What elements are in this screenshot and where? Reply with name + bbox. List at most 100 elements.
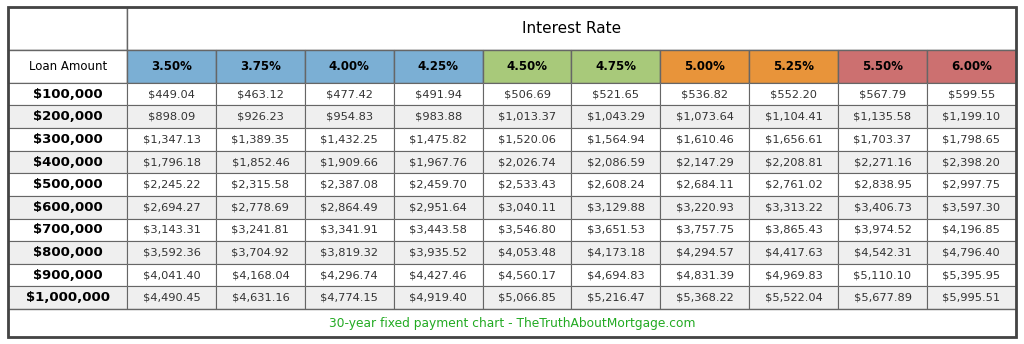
- Text: 30-year fixed payment chart - TheTruthAboutMortgage.com: 30-year fixed payment chart - TheTruthAb…: [329, 316, 695, 330]
- Bar: [127, 50, 216, 83]
- Bar: [393, 264, 482, 287]
- Bar: [8, 173, 127, 196]
- Text: $4,831.39: $4,831.39: [676, 270, 734, 280]
- Bar: [216, 106, 305, 128]
- Text: 5.50%: 5.50%: [862, 60, 903, 73]
- Text: $100,000: $100,000: [33, 88, 102, 101]
- Text: $600,000: $600,000: [33, 201, 102, 214]
- Bar: [127, 264, 216, 287]
- Bar: [660, 264, 750, 287]
- Bar: [838, 106, 927, 128]
- Text: $1,073.64: $1,073.64: [676, 112, 733, 122]
- Bar: [393, 173, 482, 196]
- Bar: [660, 218, 750, 241]
- Bar: [927, 106, 1016, 128]
- Bar: [927, 173, 1016, 196]
- Bar: [127, 50, 216, 83]
- Text: $2,086.59: $2,086.59: [587, 157, 645, 167]
- Text: $800,000: $800,000: [33, 246, 102, 259]
- Text: $463.12: $463.12: [237, 89, 284, 99]
- Bar: [8, 83, 127, 106]
- Bar: [838, 196, 927, 218]
- Bar: [127, 241, 216, 264]
- Bar: [216, 287, 305, 309]
- Bar: [8, 264, 127, 287]
- Bar: [8, 309, 1016, 337]
- Bar: [8, 241, 127, 264]
- Text: 4.00%: 4.00%: [329, 60, 370, 73]
- Bar: [482, 173, 571, 196]
- Text: $700,000: $700,000: [33, 223, 102, 236]
- Text: $5,216.47: $5,216.47: [587, 293, 645, 303]
- Bar: [393, 241, 482, 264]
- Text: $1,798.65: $1,798.65: [942, 135, 1000, 144]
- Bar: [305, 264, 393, 287]
- Text: $1,013.37: $1,013.37: [498, 112, 556, 122]
- Text: $2,245.22: $2,245.22: [142, 180, 201, 190]
- Bar: [305, 241, 393, 264]
- Bar: [8, 196, 127, 218]
- Text: $926.23: $926.23: [237, 112, 284, 122]
- Bar: [393, 151, 482, 173]
- Bar: [482, 287, 571, 309]
- Bar: [482, 264, 571, 287]
- Text: $1,043.29: $1,043.29: [587, 112, 645, 122]
- Text: $1,520.06: $1,520.06: [498, 135, 556, 144]
- Bar: [750, 151, 838, 173]
- Bar: [838, 128, 927, 151]
- Text: $5,522.04: $5,522.04: [765, 293, 822, 303]
- Bar: [216, 241, 305, 264]
- Bar: [571, 196, 660, 218]
- Bar: [393, 218, 482, 241]
- Bar: [660, 218, 750, 241]
- Bar: [571, 128, 660, 151]
- Bar: [216, 218, 305, 241]
- Bar: [838, 218, 927, 241]
- Text: $4,694.83: $4,694.83: [587, 270, 645, 280]
- Bar: [750, 196, 838, 218]
- Bar: [571, 173, 660, 196]
- Bar: [305, 173, 393, 196]
- Bar: [571, 173, 660, 196]
- Text: $3,651.53: $3,651.53: [587, 225, 645, 235]
- Bar: [660, 128, 750, 151]
- Bar: [305, 173, 393, 196]
- Bar: [927, 83, 1016, 106]
- Bar: [838, 50, 927, 83]
- Bar: [750, 287, 838, 309]
- Text: $1,656.61: $1,656.61: [765, 135, 822, 144]
- Bar: [927, 241, 1016, 264]
- Text: $4,969.83: $4,969.83: [765, 270, 822, 280]
- Text: $200,000: $200,000: [33, 110, 102, 123]
- Bar: [750, 106, 838, 128]
- Bar: [8, 83, 127, 106]
- Bar: [482, 50, 571, 83]
- Bar: [127, 151, 216, 173]
- Bar: [571, 106, 660, 128]
- Bar: [305, 106, 393, 128]
- Text: $3,313.22: $3,313.22: [765, 202, 822, 212]
- Text: $5,066.85: $5,066.85: [498, 293, 556, 303]
- Text: $552.20: $552.20: [770, 89, 817, 99]
- Bar: [127, 287, 216, 309]
- Bar: [8, 7, 127, 50]
- Bar: [927, 287, 1016, 309]
- Text: $2,398.20: $2,398.20: [942, 157, 1000, 167]
- Text: $1,199.10: $1,199.10: [942, 112, 1000, 122]
- Bar: [838, 287, 927, 309]
- Text: $2,315.58: $2,315.58: [231, 180, 290, 190]
- Bar: [571, 196, 660, 218]
- Bar: [393, 241, 482, 264]
- Text: $400,000: $400,000: [33, 155, 102, 169]
- Bar: [838, 106, 927, 128]
- Bar: [927, 128, 1016, 151]
- Text: $1,703.37: $1,703.37: [853, 135, 911, 144]
- Bar: [8, 264, 127, 287]
- Text: $506.69: $506.69: [504, 89, 551, 99]
- Bar: [127, 128, 216, 151]
- Bar: [482, 50, 571, 83]
- Bar: [127, 83, 216, 106]
- Bar: [482, 83, 571, 106]
- Bar: [838, 287, 927, 309]
- Bar: [127, 264, 216, 287]
